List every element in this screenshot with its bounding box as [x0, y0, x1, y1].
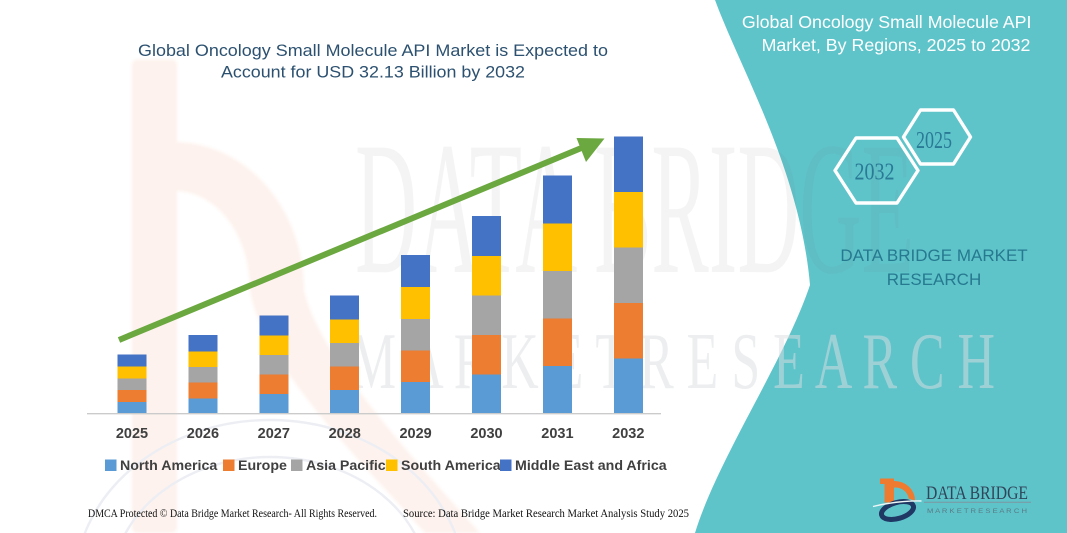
- svg-text:2029: 2029: [399, 426, 431, 442]
- svg-text:M A R K E T R E S E A R C H: M A R K E T R E S E A R C H: [927, 508, 1027, 515]
- svg-text:Market, By Regions, 2025 to 20: Market, By Regions, 2025 to 2032: [762, 35, 1031, 55]
- svg-text:Asia Pacific: Asia Pacific: [306, 458, 386, 474]
- svg-text:M A R K E T R E S E A R C H: M A R K E T R E S E A R C H: [350, 318, 995, 406]
- svg-text:Europe: Europe: [238, 458, 287, 474]
- svg-text:2025: 2025: [916, 127, 952, 154]
- svg-text:Account for USD 32.13 Billion: Account for USD 32.13 Billion by 2032: [221, 63, 525, 82]
- svg-text:2030: 2030: [470, 426, 502, 442]
- svg-text:2026: 2026: [187, 426, 219, 442]
- svg-text:Source: Data Bridge Market Res: Source: Data Bridge Market Research Mark…: [403, 508, 689, 520]
- svg-text:DATA BRIDGE: DATA BRIDGE: [926, 483, 1028, 504]
- svg-text:DMCA Protected © Data Bridge M: DMCA Protected © Data Bridge Market Rese…: [88, 508, 377, 520]
- svg-text:DATA BRIDGE MARKET: DATA BRIDGE MARKET: [840, 246, 1027, 265]
- svg-text:2025: 2025: [116, 426, 148, 442]
- svg-text:2031: 2031: [541, 426, 573, 442]
- svg-text:2028: 2028: [329, 426, 361, 442]
- svg-text:Middle East and Africa: Middle East and Africa: [515, 458, 667, 474]
- svg-text:Global Oncology Small Molecule: Global Oncology Small Molecule API Marke…: [138, 41, 608, 60]
- svg-text:2027: 2027: [258, 426, 290, 442]
- svg-text:2032: 2032: [855, 159, 895, 186]
- svg-text:Global Oncology Small Molecule: Global Oncology Small Molecule API: [742, 12, 1032, 32]
- svg-text:South America: South America: [401, 458, 501, 474]
- svg-text:2032: 2032: [612, 426, 644, 442]
- svg-text:RESEARCH: RESEARCH: [887, 270, 981, 289]
- svg-text:North America: North America: [120, 458, 217, 474]
